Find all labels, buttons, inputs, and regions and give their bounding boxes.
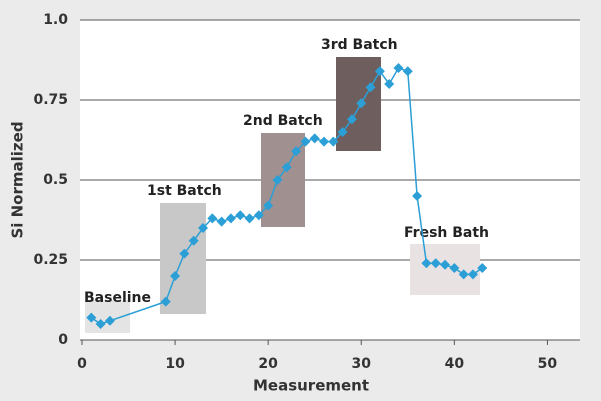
y-tick-label: 0.5 [43, 172, 68, 188]
marker [402, 66, 413, 77]
marker [272, 175, 283, 185]
marker [207, 213, 218, 224]
marker [319, 136, 330, 147]
marker [160, 296, 171, 307]
y-tick-label: 0 [58, 332, 68, 348]
annotation: Baseline [84, 290, 151, 306]
marker [356, 98, 367, 109]
annotation: 3rd Batch [321, 37, 398, 53]
x-tick-label: 0 [77, 356, 87, 372]
x-axis-label: Measurement [253, 377, 369, 395]
marker [458, 269, 469, 280]
x-tick-label: 40 [445, 356, 465, 372]
marker [95, 319, 106, 329]
marker [170, 271, 181, 281]
marker [467, 269, 478, 280]
marker [449, 263, 460, 273]
marker [86, 312, 97, 323]
marker [263, 200, 274, 211]
marker [309, 133, 320, 144]
marker [291, 146, 302, 157]
marker [328, 136, 339, 147]
x-tick-label: 20 [258, 356, 278, 372]
marker [300, 136, 311, 147]
marker [365, 82, 376, 93]
marker [244, 213, 255, 224]
marker [179, 248, 190, 259]
marker [440, 259, 451, 270]
marker [384, 79, 395, 89]
marker [253, 210, 264, 221]
annotation: Fresh Bath [404, 225, 489, 241]
marker [393, 63, 404, 73]
marker [374, 66, 385, 77]
marker [225, 213, 236, 224]
marker [346, 114, 357, 125]
marker [235, 210, 246, 221]
y-tick-label: 1.0 [43, 12, 68, 28]
marker [337, 127, 348, 137]
marker [430, 258, 441, 269]
y-tick-label: 0.25 [33, 252, 68, 268]
y-tick-label: 0.75 [33, 92, 68, 108]
marker [281, 162, 292, 173]
x-tick-label: 30 [352, 356, 372, 372]
annotation: 1st Batch [147, 183, 222, 199]
y-axis-label: Si Normalized [9, 121, 27, 238]
x-tick-label: 50 [538, 356, 558, 372]
marker [104, 315, 115, 326]
annotation: 2nd Batch [243, 113, 323, 129]
marker [188, 235, 199, 246]
x-tick-label: 10 [165, 356, 185, 372]
marker [198, 223, 209, 233]
marker [477, 263, 488, 273]
marker [412, 191, 423, 201]
marker [216, 216, 227, 227]
marker [421, 258, 432, 269]
batch2-box [261, 133, 305, 227]
